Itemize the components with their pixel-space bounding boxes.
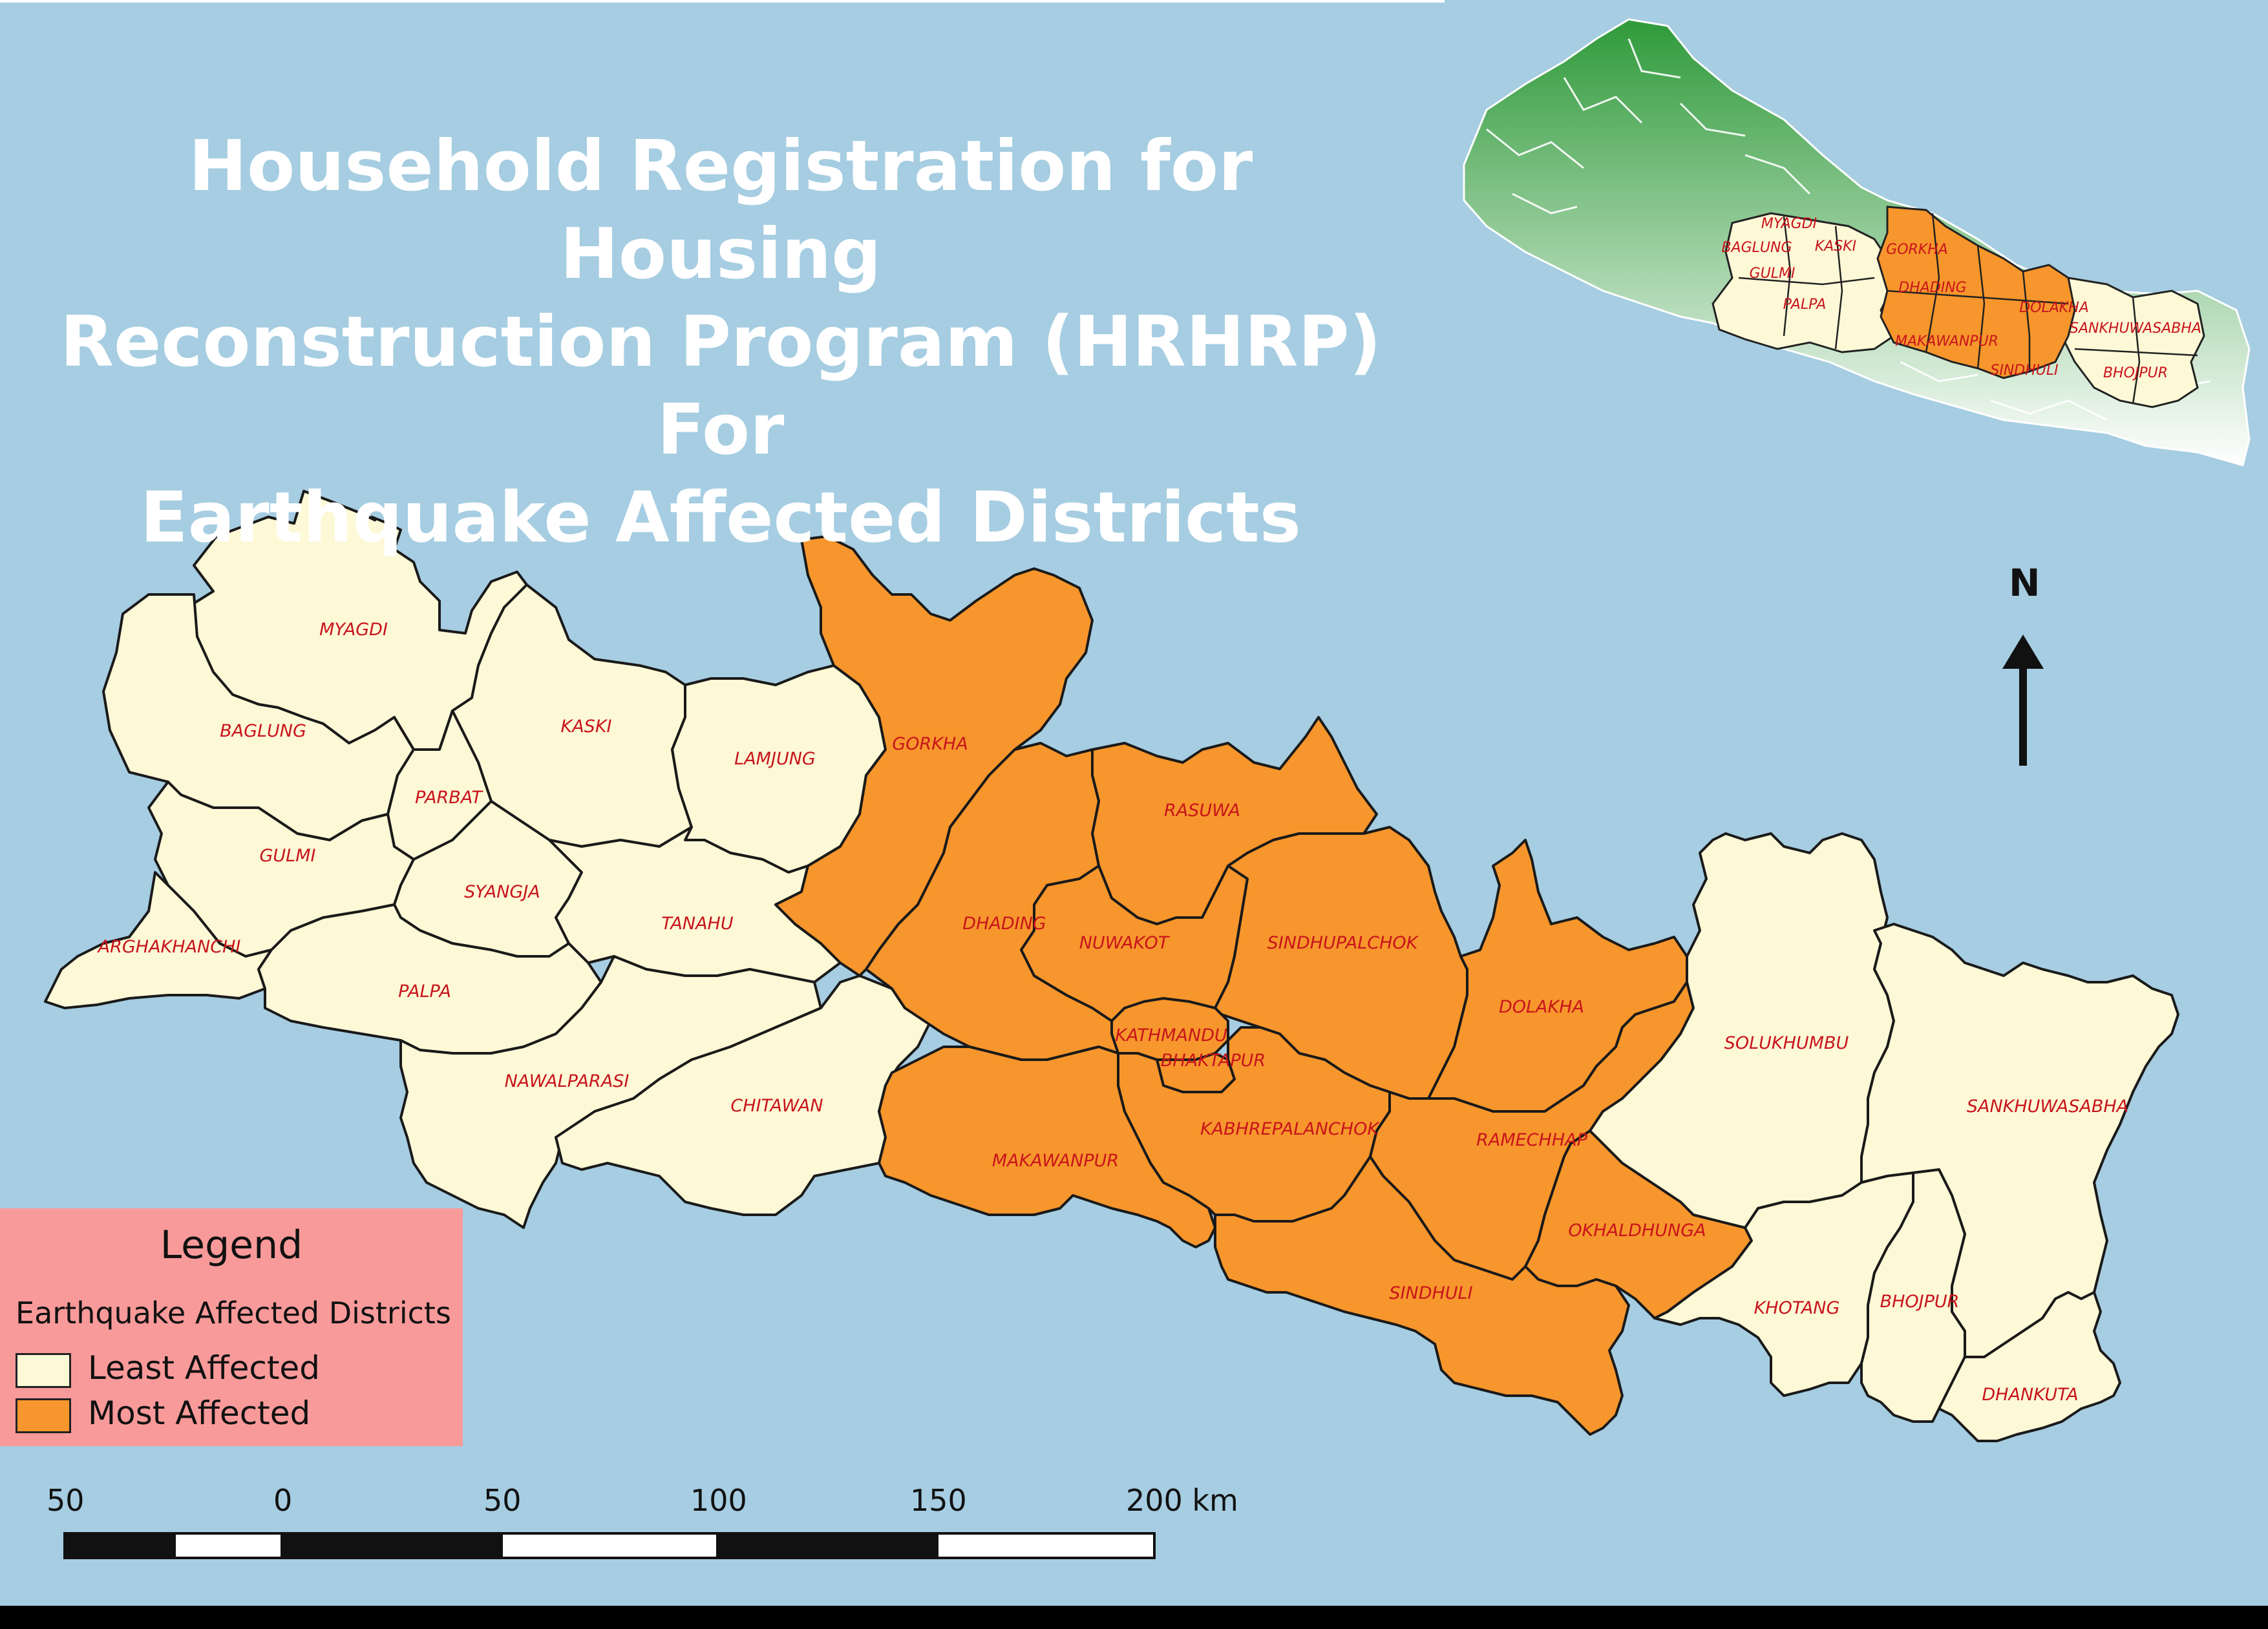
district-label-nuwakot: NUWAKOT: [1079, 933, 1171, 953]
inset-most-central: [1876, 205, 2076, 379]
bottom-border: [0, 1606, 2268, 1629]
district-khotang: [1653, 1172, 1914, 1397]
district-label-gulmi: GULMI: [260, 846, 316, 866]
legend-subtitle: Earthquake Affected Districts: [16, 1296, 451, 1330]
district-label-dhading: DHADING: [962, 914, 1046, 934]
district-label-parbat: PARBAT: [415, 788, 483, 808]
district-label-syangja: SYANGJA: [464, 882, 540, 902]
inset-label-bhojpur: BHOJPUR: [2103, 365, 2168, 381]
inset-label-palpa: PALPA: [1783, 297, 1827, 313]
district-label-palpa: PALPA: [398, 982, 451, 1002]
legend-swatch-most: [16, 1398, 71, 1433]
scale-bar: [63, 1532, 1156, 1559]
district-label-nawalparasi: NAWALPARASI: [505, 1071, 630, 1091]
map-title: Household Registration for Housing Recon…: [26, 123, 1415, 562]
legend-label-least: Least Affected: [88, 1349, 320, 1387]
district-label-sindhupalchok: SINDHUPALCHOK: [1267, 933, 1419, 953]
inset-label-makawanpur: MAKAWANPUR: [1895, 333, 1998, 350]
district-label-sindhuli: SINDHULI: [1389, 1283, 1472, 1303]
district-dhankuta: [1938, 1291, 2121, 1442]
inset-label-gulmi: GULMI: [1750, 266, 1796, 282]
district-label-khotang: KHOTANG: [1754, 1298, 1840, 1318]
district-label-lamjung: LAMJUNG: [734, 749, 816, 769]
district-label-kabhrepalanchok: KABHREPALANCHOK: [1200, 1119, 1380, 1139]
scale-tick-label: 150: [910, 1483, 967, 1518]
north-label: N: [2009, 561, 2040, 605]
scale-tick-label: 50: [47, 1483, 85, 1518]
districts-layer: [44, 490, 2179, 1442]
inset-label-sankhuwasabha: SANKHUWASABHA: [2070, 321, 2201, 337]
legend-item-most: Most Affected: [16, 1394, 310, 1433]
district-label-kaski: KASKI: [561, 717, 612, 737]
district-label-solukhumbu: SOLUKHUMBU: [1724, 1033, 1849, 1053]
district-label-baglung: BAGLUNG: [220, 721, 306, 741]
district-label-rasuwa: RASUWA: [1164, 801, 1240, 821]
inset-label-baglung: BAGLUNG: [1721, 240, 1792, 256]
district-label-dolakha: DOLAKHA: [1499, 997, 1584, 1017]
inset-label-myagdi: MYAGDI: [1761, 216, 1817, 232]
title-line-2: Reconstruction Program (HRHRP) For: [59, 302, 1382, 470]
north-arrow-icon: [2002, 635, 2044, 766]
title-line-3: Earthquake Affected Districts: [140, 478, 1302, 558]
scale-tick-label: 50: [483, 1483, 522, 1518]
inset-label-dolakha: DOLAKHA: [2019, 300, 2089, 316]
district-labels: MYAGDI BAGLUNG KASKI LAMJUNG PARBAT GULMI SYAN…: [97, 620, 2129, 1405]
district-label-chitawan: CHITAWAN: [730, 1096, 823, 1116]
legend-title: Legend: [160, 1223, 303, 1268]
district-label-makawanpur: MAKAWANPUR: [992, 1151, 1119, 1171]
inset-map: MYAGDI BAGLUNG KASKI GULMI PALPA GORKHA DHADIN…: [1463, 18, 2251, 467]
district-label-arghakhanchi: ARGHAKHANCHI: [97, 937, 241, 957]
district-bhojpur: [1860, 1168, 1966, 1423]
inset-least-east: [2061, 277, 2205, 408]
scale-tick-label: 100: [690, 1483, 747, 1518]
district-label-tanahu: TANAHU: [661, 914, 733, 934]
district-label-ramechhap: RAMECHHAP: [1476, 1130, 1588, 1150]
scale-tick-label: 0: [273, 1483, 293, 1518]
district-label-okhaldhunga: OKHALDHUNGA: [1568, 1221, 1706, 1241]
district-label-kathmandu: KATHMANDU: [1115, 1025, 1227, 1046]
top-edge: [0, 0, 1445, 3]
district-chitawan: [555, 974, 932, 1216]
district-label-sankhuwasabha: SANKHUWASABHA: [1967, 1097, 2128, 1117]
district-label-bhojpur: BHOJPUR: [1880, 1292, 1960, 1312]
legend-item-least: Least Affected: [16, 1349, 320, 1388]
inset-label-kaski: KASKI: [1815, 238, 1856, 255]
district-label-gorkha: GORKHA: [892, 734, 968, 754]
scale-tick-label: 200 km: [1126, 1483, 1238, 1518]
title-line-1: Household Registration for Housing: [188, 126, 1253, 295]
inset-label-sindhuli: SINDHULI: [1990, 363, 2058, 379]
district-makawanpur: [878, 1046, 1216, 1248]
district-label-bhaktapur: BHAKTAPUR: [1161, 1051, 1266, 1071]
inset-label-gorkha: GORKHA: [1886, 242, 1948, 258]
legend-swatch-least: [16, 1352, 71, 1388]
legend-box: Legend Earthquake Affected Districts Lea…: [0, 1208, 463, 1446]
legend-label-most: Most Affected: [88, 1394, 311, 1432]
district-label-dhankuta: DHANKUTA: [1982, 1385, 2078, 1405]
district-label-myagdi: MYAGDI: [319, 620, 388, 640]
district-sindhuli: [1214, 1155, 1630, 1436]
inset-label-dhading: DHADING: [1898, 280, 1966, 296]
